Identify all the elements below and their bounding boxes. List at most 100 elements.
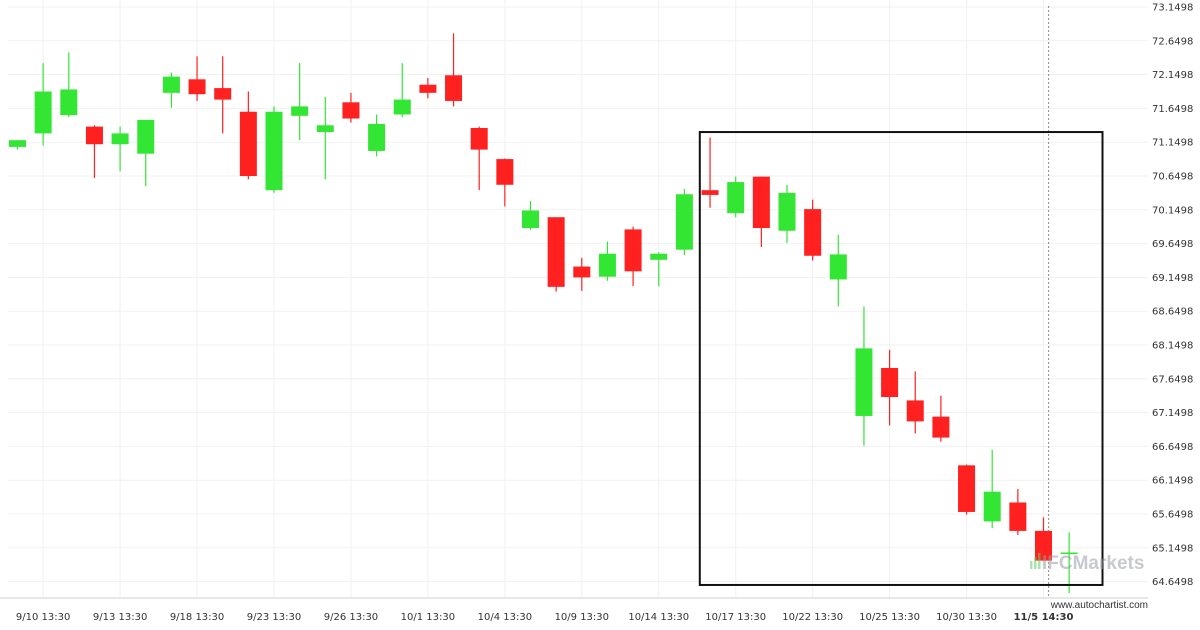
candle-body [624,229,642,272]
candle [34,63,52,146]
candle [368,114,386,157]
candle [496,158,514,207]
candle [624,226,642,287]
candle-body [727,182,745,214]
candle-body [188,79,206,95]
candle-body [932,416,950,438]
candle [239,91,257,180]
candle-body [547,217,565,287]
x-tick-label: 11/5 14:30 [1014,612,1074,623]
y-tick-label: 66.6498 [1152,442,1193,453]
candle-body [470,127,488,150]
candle [1009,488,1027,535]
watermark-logo-icon [1030,553,1041,569]
candle [162,72,180,108]
candle [829,234,847,307]
candle-body [650,253,668,260]
candle-body [881,367,899,398]
candle [60,52,78,118]
candle [419,77,437,99]
y-tick-label: 71.1498 [1152,138,1193,149]
candle [701,137,719,208]
x-tick-label: 9/23 13:30 [247,612,301,623]
x-tick-label: 10/25 13:30 [859,612,920,623]
candles-layer [9,33,1078,594]
candle [573,257,591,291]
candle [675,188,693,256]
y-tick-label: 72.1498 [1152,70,1193,81]
y-tick-label: 64.6498 [1152,577,1193,588]
candle-body [496,159,514,185]
candle [137,119,155,187]
candle-body [137,119,155,154]
candle-body [752,176,770,229]
y-tick-label: 66.1498 [1152,476,1193,487]
watermark-text: IFCMarkets [1042,553,1144,574]
y-tick-label: 67.1498 [1152,408,1193,419]
candle-body [162,76,180,93]
candle [598,241,616,281]
candle-body [778,192,796,231]
candle [881,349,899,426]
candle [958,464,976,515]
candle-body [265,111,283,191]
candle [470,126,488,191]
candle-body [983,491,1001,522]
candle [85,125,103,179]
candle [727,176,745,218]
candle-body [393,99,411,115]
candle-body [85,126,103,145]
x-tick-label: 9/13 13:30 [93,612,147,623]
candle [855,306,873,446]
branding-layer: IFCMarkets www.autochartist.com [1030,553,1148,611]
candle [291,63,309,141]
candle [547,217,565,292]
candle-body [1060,552,1078,555]
candle-body [829,254,847,280]
x-tick-label: 10/22 13:30 [782,612,843,623]
candle [522,200,539,231]
y-tick-label: 70.6498 [1152,172,1193,183]
x-tick-label: 10/1 13:30 [401,612,455,623]
candle [906,371,924,434]
y-tick-label: 70.1498 [1152,205,1193,216]
candle [983,449,1001,529]
candle-body [855,348,873,416]
y-tick-label: 65.6498 [1152,510,1193,521]
candle-body [239,111,257,176]
candle [752,176,770,247]
y-tick-label: 67.6498 [1152,374,1193,385]
x-tick-label: 9/10 13:30 [16,612,70,623]
candle [650,252,668,287]
y-tick-label: 69.6498 [1152,239,1193,250]
candle-body [573,266,591,278]
candle [445,33,463,107]
x-tick-label: 10/17 13:30 [705,612,766,623]
candle [342,92,360,123]
candle-body [958,465,976,512]
pattern-box-layer [698,131,1104,586]
x-axis: 9/10 13:30 9/13 13:30 9/18 13:30 9/23 13:30… [0,597,1148,623]
source-link-text[interactable]: www.autochartist.com [1050,600,1148,611]
candle-body [804,209,822,256]
candle-body [214,88,232,100]
candle-body [906,400,924,422]
candle-body [111,133,129,145]
candle-body [368,123,386,151]
y-tick-label: 69.1498 [1152,273,1193,284]
candle-body [598,253,616,277]
y-tick-label: 71.6498 [1152,104,1193,115]
x-tick-label: 10/30 13:30 [936,612,997,623]
y-tick-label: 65.1498 [1152,543,1193,554]
candle-body [701,190,719,195]
y-axis: 73.1498 72.6498 72.1498 71.6498 71.1498 70.64… [1152,3,1193,589]
candle [804,199,822,261]
candle [932,395,950,442]
candle-body [419,84,437,93]
candle [778,184,796,243]
y-tick-label: 68.1498 [1152,341,1193,352]
candle [214,56,232,134]
candle-body [316,125,334,133]
